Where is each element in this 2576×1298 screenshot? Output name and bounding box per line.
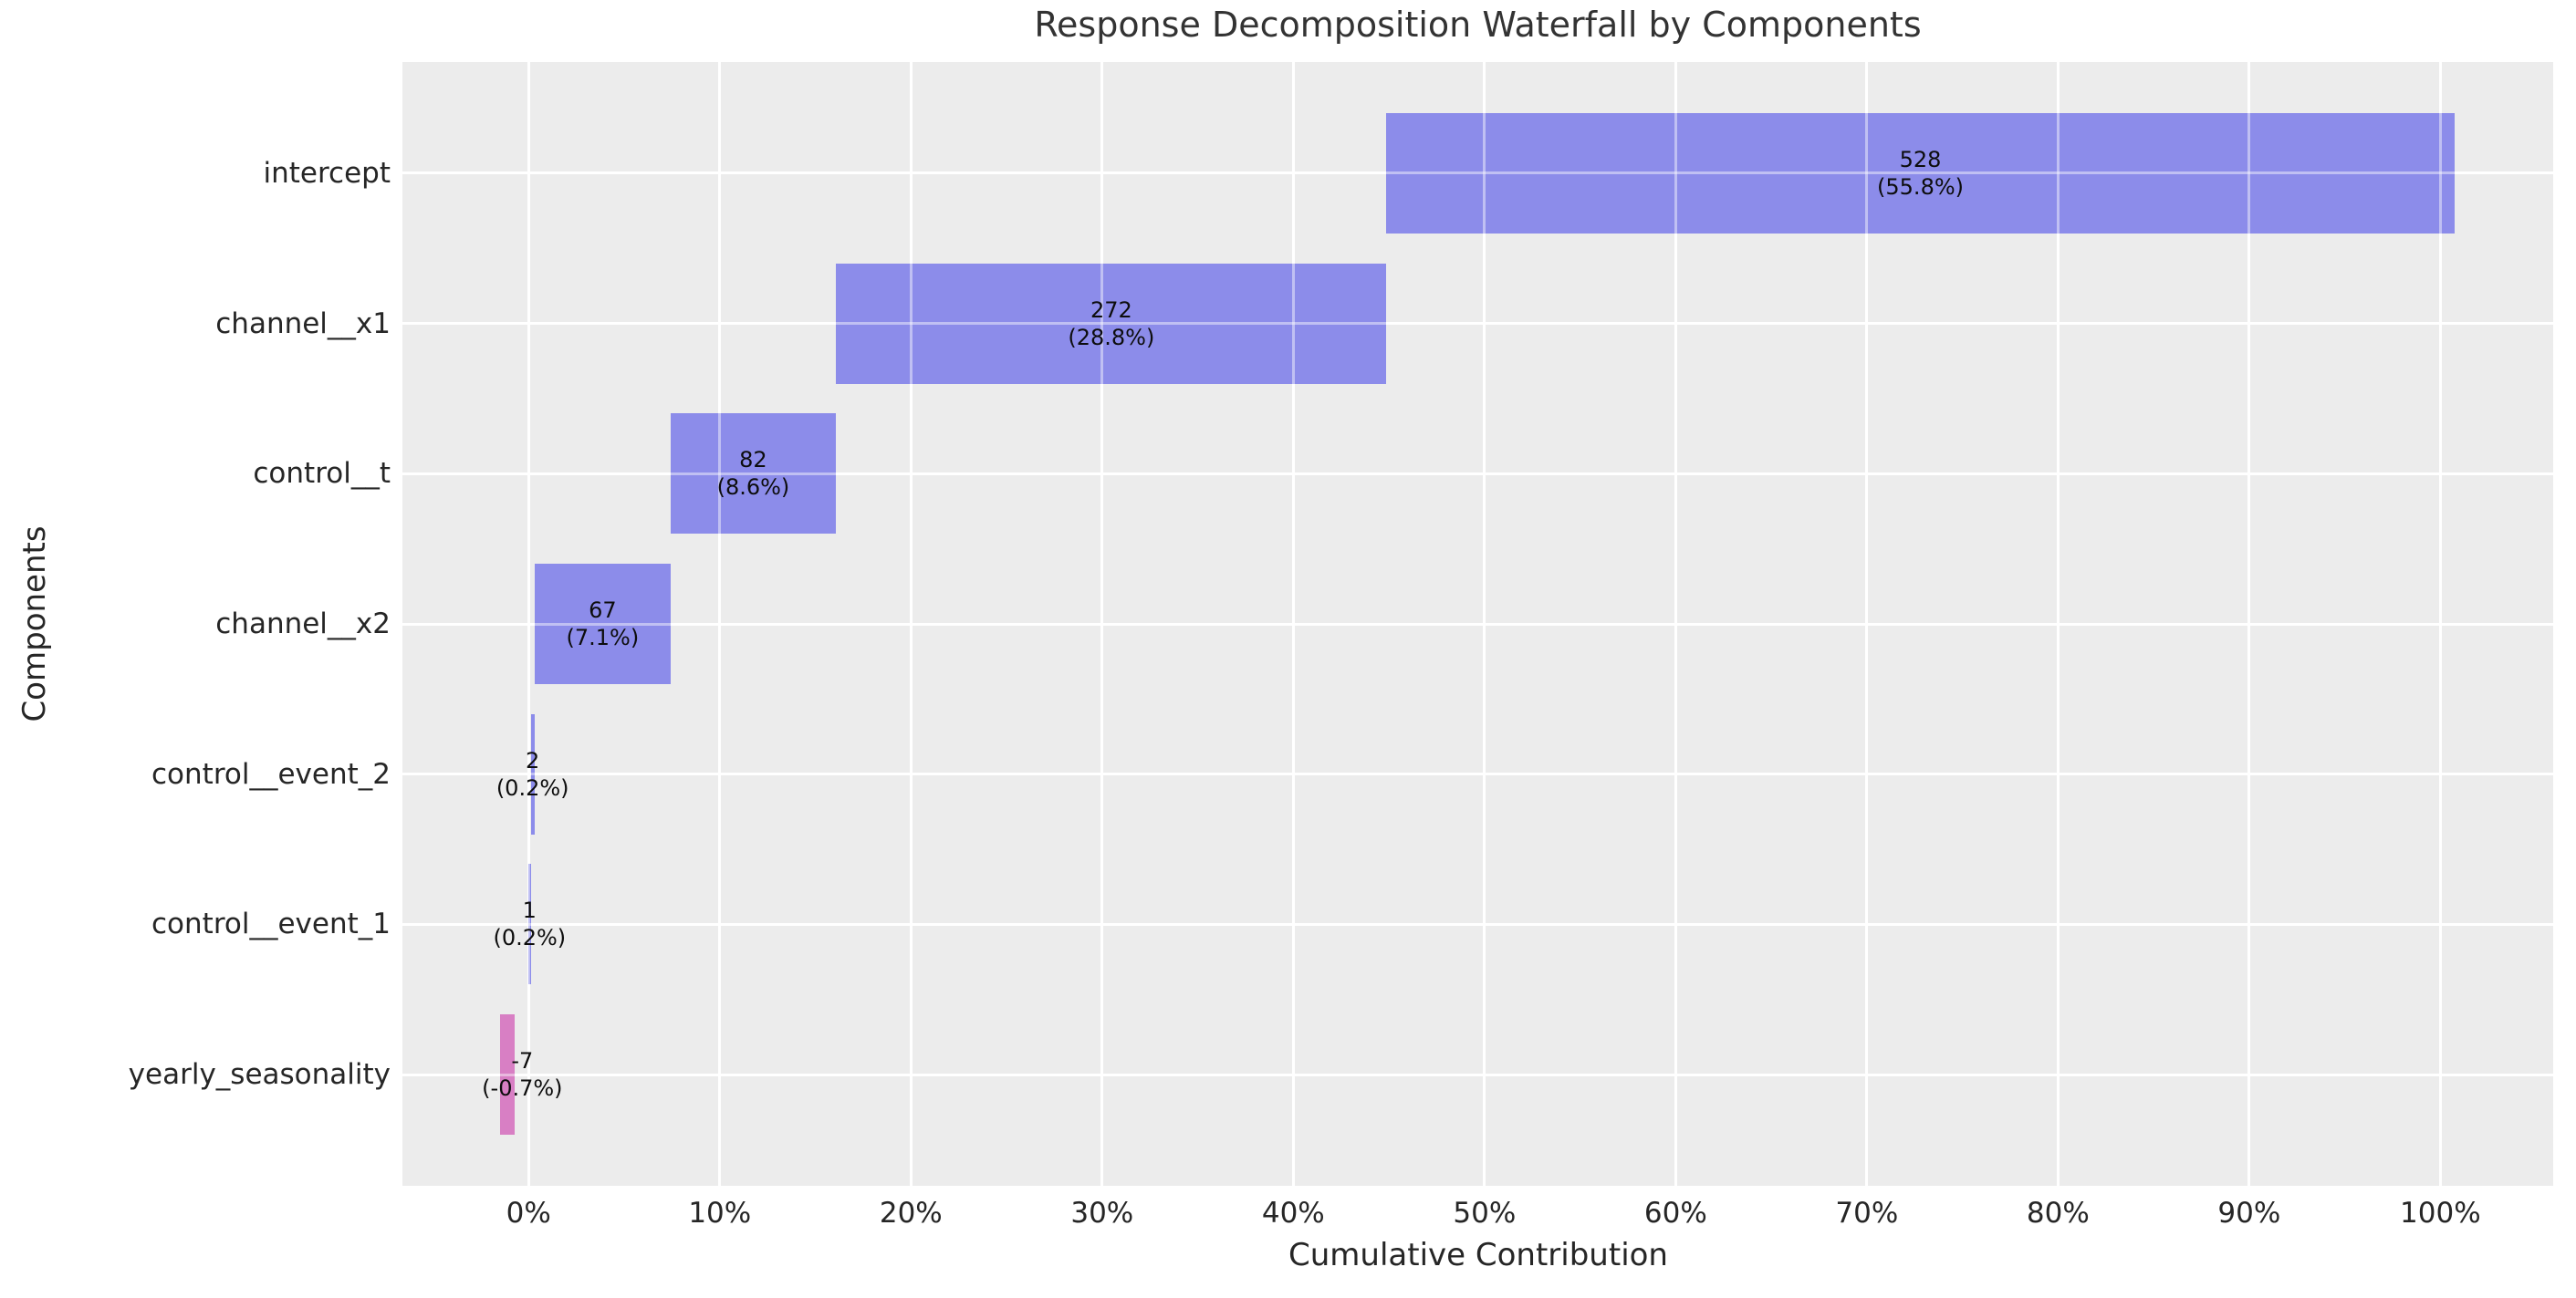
x-tick-80%: 80%: [2026, 1197, 2090, 1230]
bar-control__event_1: [528, 864, 531, 985]
x-tick-60%: 60%: [1643, 1197, 1707, 1230]
y-tick-yearly_seasonality: yearly_seasonality: [128, 1058, 391, 1092]
gridline-vertical-overlay: [2247, 62, 2251, 1186]
bar-percent: (28.8%): [1068, 324, 1155, 350]
bar-value: 272: [1090, 296, 1132, 323]
gridline-horizontal-overlay: [402, 472, 2553, 475]
bar-annotation-intercept: 528 (55.8%): [1877, 146, 1964, 201]
y-axis-label: Components: [16, 525, 53, 722]
x-tick-100%: 100%: [2400, 1197, 2481, 1230]
x-tick-0%: 0%: [506, 1197, 551, 1230]
bar-percent: (-0.7%): [482, 1075, 563, 1102]
gridline-vertical-overlay: [2438, 62, 2442, 1186]
x-tick-10%: 10%: [688, 1197, 752, 1230]
bar-value: 2: [526, 747, 540, 774]
gridline-horizontal-overlay: [402, 922, 2553, 926]
gridline-horizontal: [402, 472, 2553, 475]
bar-channel__x2: [534, 564, 671, 684]
gridline-horizontal: [402, 773, 2553, 776]
gridline-vertical-overlay: [527, 62, 530, 1186]
bar-value: 528: [1899, 146, 1942, 172]
plot-area: 528 (55.8%) 272 (28.8%) 82 (8.6%) 67 (7.1%) 2 (0.…: [402, 62, 2553, 1186]
x-axis-label: Cumulative Contribution: [1288, 1237, 1668, 1273]
gridline-horizontal: [402, 1073, 2553, 1076]
bar-annotation-control__t: 82 (8.6%): [717, 446, 790, 501]
gridline-horizontal: [402, 922, 2553, 926]
bar-channel__x1: [836, 263, 1387, 384]
bar-percent: (0.2%): [495, 774, 569, 801]
gridline-vertical-overlay: [1865, 62, 1869, 1186]
bar-intercept: [1386, 112, 2455, 234]
bar-value: 1: [522, 898, 537, 924]
bar-percent: (55.8%): [1877, 173, 1964, 200]
bar-annotation-channel__x1: 272 (28.8%): [1068, 296, 1154, 351]
bar-annotation-control__event_2: 2 (0.2%): [496, 747, 569, 802]
bar-percent: (0.2%): [493, 925, 567, 951]
gridline-horizontal: [402, 622, 2553, 626]
gridline-horizontal-overlay: [402, 1073, 2553, 1076]
bar-control__event_2: [530, 713, 535, 835]
bar-value: 67: [589, 597, 617, 623]
bar-control__t: [670, 413, 837, 535]
x-tick-40%: 40%: [1261, 1197, 1325, 1230]
gridline-vertical-overlay: [1674, 62, 1677, 1186]
y-tick-intercept: intercept: [263, 156, 391, 190]
y-tick-control__t: control__t: [253, 457, 391, 491]
gridline-vertical-overlay: [1291, 62, 1295, 1186]
gridline-horizontal-overlay: [402, 622, 2553, 626]
x-tick-50%: 50%: [1453, 1197, 1517, 1230]
gridline-vertical-overlay: [909, 62, 913, 1186]
y-tick-control__event_1: control__event_1: [151, 908, 391, 941]
bar-annotation-channel__x2: 67 (7.1%): [566, 597, 639, 651]
gridline-vertical-overlay: [718, 62, 722, 1186]
bar-value: -7: [511, 1048, 534, 1075]
x-tick-70%: 70%: [1835, 1197, 1899, 1230]
x-tick-20%: 20%: [879, 1197, 943, 1230]
bar-annotation-yearly_seasonality: -7 (-0.7%): [482, 1047, 562, 1102]
gridline-vertical-overlay: [2056, 62, 2060, 1186]
gridline-vertical-overlay: [1100, 62, 1104, 1186]
gridline-vertical-overlay: [1483, 62, 1486, 1186]
y-tick-control__event_2: control__event_2: [151, 757, 391, 791]
bar-yearly_seasonality: [500, 1014, 515, 1136]
x-tick-30%: 30%: [1070, 1197, 1134, 1230]
bar-percent: (8.6%): [716, 474, 790, 501]
gridline-horizontal: [402, 322, 2553, 326]
y-tick-channel__x1: channel__x1: [215, 306, 391, 340]
bar-annotation-control__event_1: 1 (0.2%): [493, 897, 566, 951]
gridline-horizontal-overlay: [402, 171, 2553, 175]
y-tick-channel__x2: channel__x2: [215, 607, 391, 640]
gridline-horizontal-overlay: [402, 322, 2553, 326]
bar-value: 82: [739, 447, 767, 473]
chart-title: Response Decomposition Waterfall by Comp…: [1034, 5, 1922, 45]
gridline-horizontal-overlay: [402, 773, 2553, 776]
bar-percent: (7.1%): [566, 625, 640, 650]
x-tick-90%: 90%: [2217, 1197, 2281, 1230]
